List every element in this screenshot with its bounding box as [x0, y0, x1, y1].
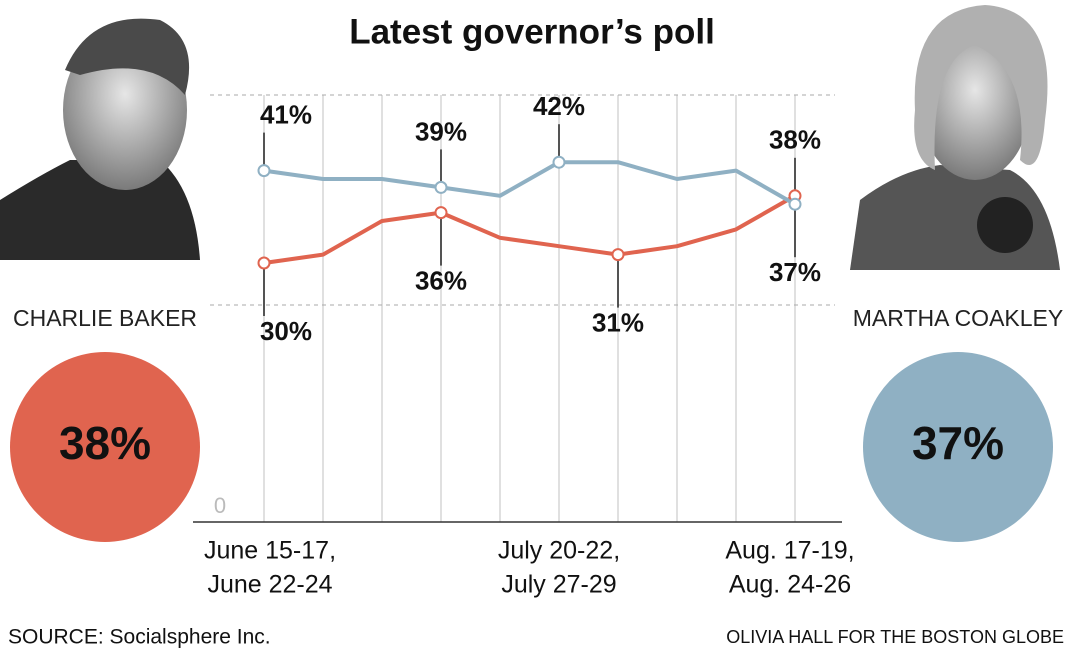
marker	[257, 256, 271, 270]
latest-circle	[863, 352, 1053, 542]
marker	[434, 180, 448, 194]
value-label: 36%	[415, 265, 467, 295]
series-line	[263, 194, 796, 265]
x-tick-label: June 22-24	[207, 571, 332, 599]
x-tick-label: July 20-22,	[498, 537, 620, 565]
marker	[257, 164, 271, 178]
marker	[434, 206, 448, 220]
marker	[552, 155, 566, 169]
chart-title: Latest governor’s poll	[349, 12, 715, 51]
latest-circle	[10, 352, 200, 542]
latest-label: 38%	[59, 417, 151, 469]
value-label: 39%	[415, 116, 467, 146]
value-label: 41%	[260, 99, 312, 129]
series-line	[263, 160, 796, 206]
marker	[611, 248, 625, 262]
photo-baker	[0, 18, 200, 260]
x-tick-label: Aug. 24-26	[729, 571, 851, 599]
photo-coakley	[850, 5, 1060, 270]
y-tick-label: 0	[214, 493, 226, 518]
value-label: 42%	[533, 91, 585, 121]
legend-label: MARTHA COAKLEY	[853, 305, 1063, 331]
value-label: 38%	[769, 125, 821, 155]
x-tick-label: Aug. 17-19,	[725, 537, 854, 565]
source: SOURCE: Socialsphere Inc.	[8, 626, 271, 649]
x-tick-label: June 15-17,	[204, 537, 336, 565]
x-tick-label: July 27-29	[501, 571, 616, 599]
value-label: 30%	[260, 316, 312, 346]
marker	[788, 197, 802, 211]
credit: OLIVIA HALL FOR THE BOSTON GLOBE	[726, 627, 1064, 647]
legend-label: CHARLIE BAKER	[13, 305, 197, 331]
value-label: 31%	[592, 307, 644, 337]
value-label: 37%	[769, 257, 821, 287]
latest-label: 37%	[912, 417, 1004, 469]
